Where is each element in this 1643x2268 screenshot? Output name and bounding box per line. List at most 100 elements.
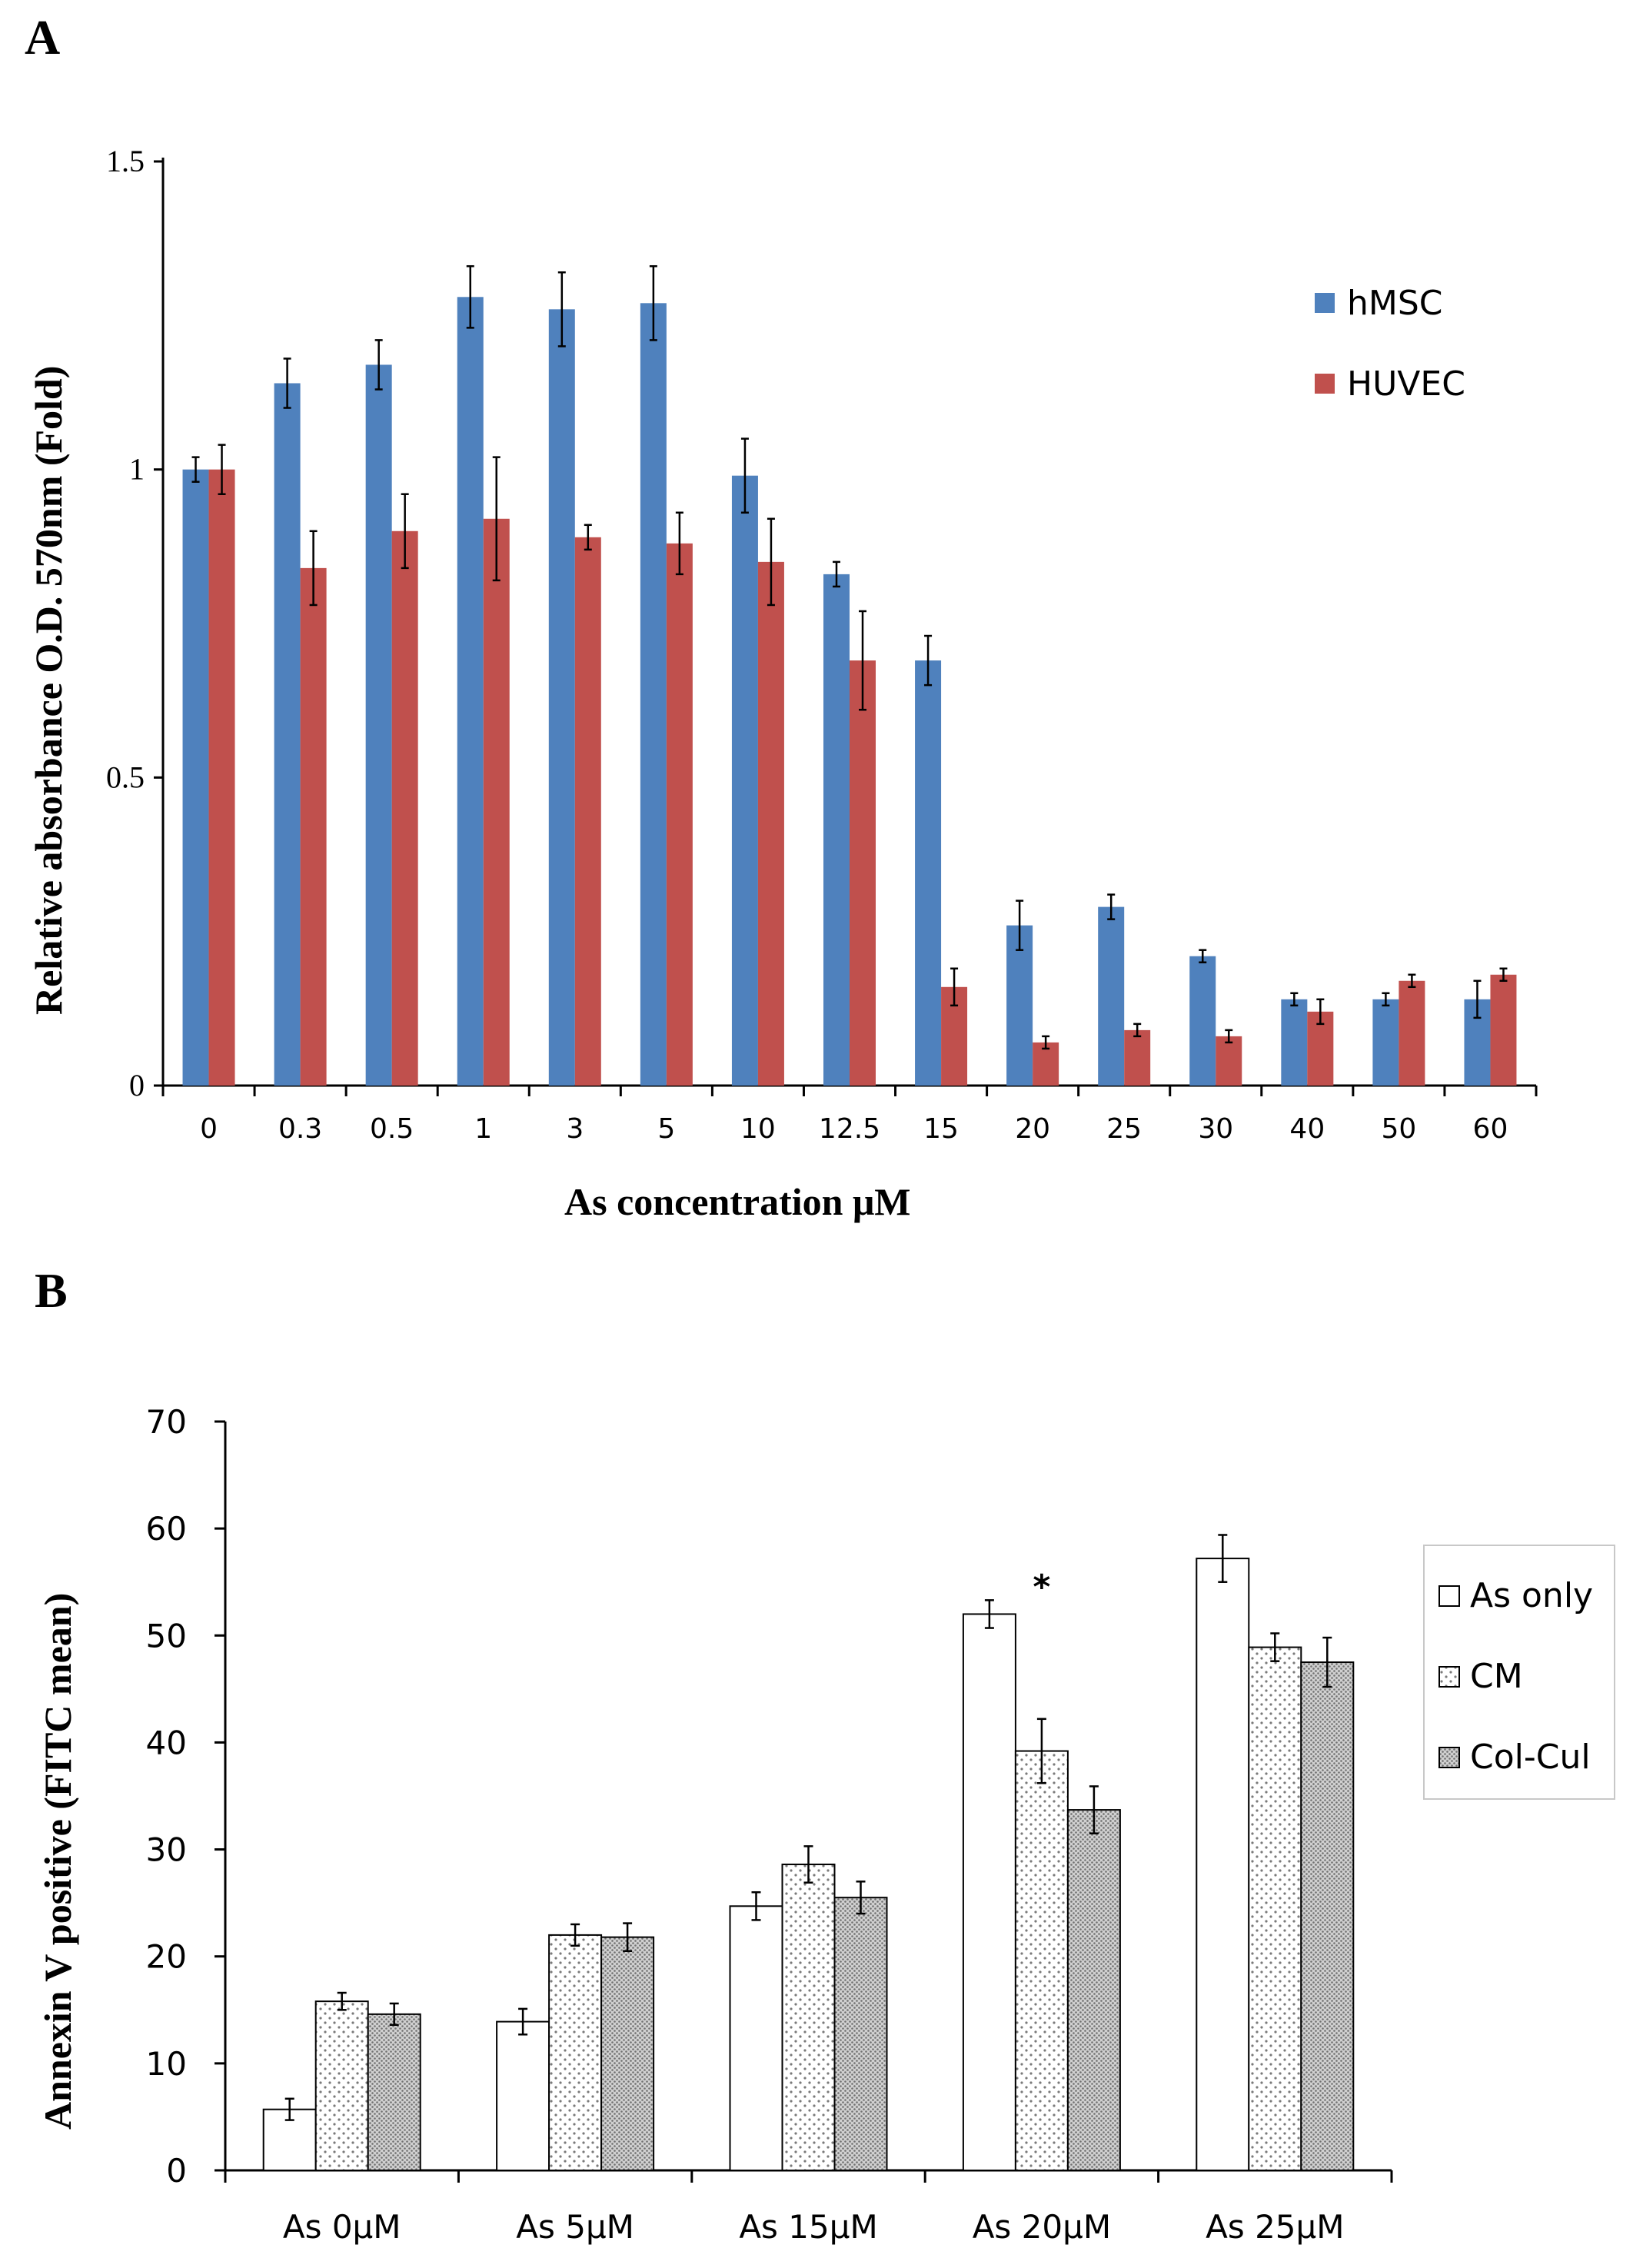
x-tick-label: 10	[740, 1113, 776, 1145]
legend-label-cm: CM	[1470, 1657, 1523, 1696]
panel-a-y-ticks: 0 0.5 1 1.5	[106, 144, 163, 1102]
panel-b-legend: As only CM Col-Cul	[1423, 1545, 1615, 1800]
bar-huvec-0-5	[391, 530, 418, 1086]
bar-huvec-12-5	[850, 660, 876, 1086]
panel-b-y-axis-title: Annexin V positive (FITC mean)	[36, 1593, 79, 2130]
y-tick-label: 0	[166, 2152, 187, 2190]
bar-hmsc-0	[182, 469, 209, 1086]
bar-hmsc-30	[1189, 956, 1216, 1086]
bar-huvec-30	[1216, 1036, 1242, 1086]
panel-a-bars	[182, 264, 1517, 1086]
y-tick-label: 1.5	[106, 144, 145, 178]
panel-a-y-axis-title: Relative absorbance O.D. 570nm (Fold)	[27, 366, 70, 1015]
panel-a-label: A	[25, 10, 60, 65]
y-tick-label: 40	[146, 1724, 187, 1761]
x-tick-label: As 25μM	[1206, 2208, 1344, 2246]
x-tick-label: As 20μM	[973, 2208, 1111, 2246]
x-tick-label: As 15μM	[739, 2208, 877, 2246]
bar-cm-as-15-m	[781, 1864, 836, 2172]
bar-huvec-25	[1124, 1029, 1151, 1086]
bar-col-cul-as-5-m	[600, 1936, 655, 2171]
x-tick-label: 20	[1015, 1113, 1050, 1145]
bar-col-cul-as-15-m	[833, 1897, 888, 2172]
x-tick-label: 25	[1106, 1113, 1142, 1145]
x-tick-label: As 5μM	[516, 2208, 634, 2246]
bar-col-cul-as-25-m	[1300, 1661, 1355, 2172]
x-tick-label: 1	[474, 1113, 492, 1145]
bar-hmsc-20	[1006, 925, 1033, 1086]
y-tick-label: 60	[146, 1510, 187, 1548]
bar-col-cul-as-0-m	[367, 2013, 421, 2171]
panel-a-legend: hMSC HUVEC	[1315, 284, 1465, 404]
panel-b-annotations: *	[1033, 1568, 1050, 1607]
y-tick-label: 0	[129, 1068, 145, 1102]
x-tick-label: 12.5	[819, 1113, 880, 1145]
panel-b-bars	[262, 1534, 1355, 2172]
x-tick-label: 60	[1473, 1113, 1508, 1145]
bar-huvec-1	[483, 518, 510, 1086]
legend-label-huvec: HUVEC	[1347, 364, 1465, 404]
x-tick-label: As 0μM	[283, 2208, 401, 2246]
bar-hmsc-10	[731, 475, 758, 1086]
panel-b-x-ticks: As 0μM As 5μM As 15μM As 20μM As 25μM	[224, 2170, 1393, 2246]
legend-swatch-hmsc	[1315, 293, 1335, 313]
bar-as-only-as-20-m	[962, 1613, 1016, 2171]
panel-a-x-ticks: 0 0.3 0.5 1 3 5 10 12.5 15 20 25 30 40 50 60	[161, 1086, 1538, 1145]
bar-cm-as-5-m	[548, 1934, 603, 2172]
bar-hmsc-5	[640, 303, 667, 1086]
bar-huvec-50	[1399, 980, 1425, 1086]
bar-hmsc-50	[1372, 999, 1399, 1086]
bar-hmsc-40	[1281, 999, 1308, 1086]
x-tick-label: 5	[657, 1113, 675, 1145]
bar-cm-as-20-m	[1014, 1750, 1069, 2172]
bar-hmsc-0-5	[365, 364, 392, 1086]
y-tick-label: 50	[146, 1617, 187, 1654]
y-tick-label: 20	[146, 1938, 187, 1976]
significance-marker: *	[1033, 1568, 1050, 1607]
bar-huvec-0-3	[300, 567, 327, 1086]
x-tick-label: 0.5	[370, 1113, 414, 1145]
panel-a-x-axis-title: As concentration μM	[564, 1180, 911, 1223]
bar-as-only-as-25-m	[1196, 1558, 1250, 2172]
x-tick-label: 0	[200, 1113, 218, 1145]
bar-huvec-5	[666, 543, 693, 1086]
bar-as-only-as-15-m	[729, 1905, 783, 2171]
panel-a-chart: A 0 0.5 1 1.5 0 0.3 0.5 1 3 5 10 12.5 15 20 25 30 40 50 6…	[25, 10, 1538, 1223]
x-tick-label: 15	[923, 1113, 959, 1145]
y-tick-label: 70	[146, 1403, 187, 1441]
legend-swatch-as-only	[1438, 1585, 1460, 1607]
y-tick-label: 10	[146, 2045, 187, 2083]
bar-as-only-as-5-m	[496, 2020, 550, 2171]
bar-hmsc-12-5	[823, 574, 850, 1086]
panel-b-label: B	[35, 1263, 68, 1318]
legend-swatch-huvec	[1315, 374, 1335, 394]
bar-huvec-3	[574, 537, 601, 1086]
x-tick-label: 0.3	[278, 1113, 322, 1145]
legend-label-as-only: As only	[1470, 1576, 1593, 1615]
bar-hmsc-1	[457, 297, 484, 1086]
bar-huvec-20	[1033, 1042, 1059, 1086]
legend-label-col-cul: Col-Cul	[1470, 1738, 1591, 1777]
bar-hmsc-3	[548, 309, 575, 1086]
bar-huvec-60	[1490, 974, 1517, 1086]
bar-huvec-10	[757, 561, 784, 1086]
bar-huvec-0	[208, 469, 235, 1086]
bar-cm-as-0-m	[314, 2000, 369, 2172]
bar-cm-as-25-m	[1248, 1646, 1302, 2171]
legend-label-hmsc: hMSC	[1347, 284, 1443, 323]
bar-hmsc-0-3	[274, 383, 301, 1086]
y-tick-label: 30	[146, 1831, 187, 1869]
y-tick-label: 1	[129, 452, 145, 487]
bar-col-cul-as-20-m	[1066, 1809, 1121, 2172]
x-tick-label: 30	[1198, 1113, 1233, 1145]
x-tick-label: 40	[1289, 1113, 1325, 1145]
legend-swatch-cm	[1438, 1666, 1460, 1688]
x-tick-label: 50	[1381, 1113, 1416, 1145]
bar-hmsc-25	[1098, 906, 1125, 1086]
legend-swatch-col-cul	[1438, 1747, 1460, 1768]
y-tick-label: 0.5	[106, 760, 145, 794]
x-tick-label: 3	[566, 1113, 584, 1145]
bar-hmsc-15	[915, 660, 942, 1086]
